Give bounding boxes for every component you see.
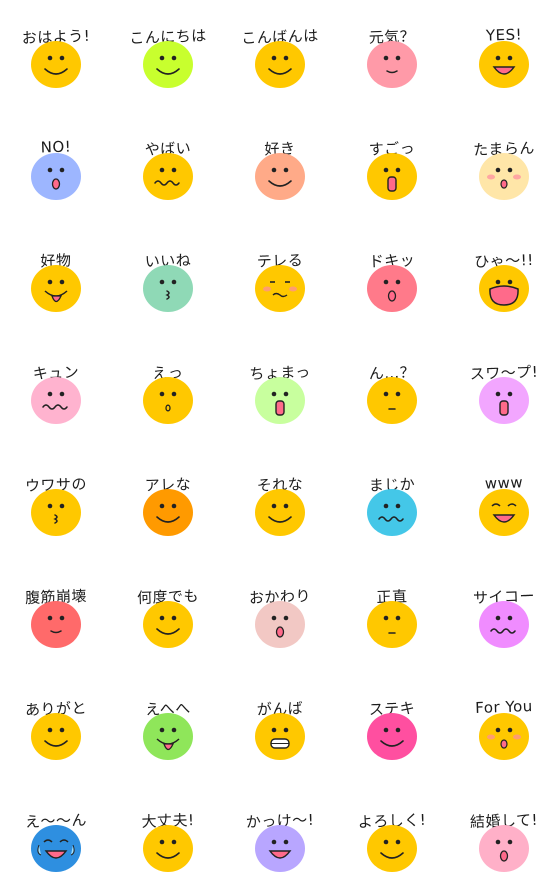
sticker-8[interactable]: すごっ: [336, 112, 448, 224]
face-icon: [31, 41, 81, 88]
face-icon: [367, 377, 417, 424]
sticker-18[interactable]: ん…？: [336, 336, 448, 448]
face-icon: [255, 377, 305, 424]
face-icon: [143, 153, 193, 200]
face-icon: [31, 265, 81, 312]
sticker-2[interactable]: こんばんは: [224, 0, 336, 112]
sticker-39[interactable]: 結婚して!: [448, 784, 560, 896]
sticker-17[interactable]: ちょまっ: [224, 336, 336, 448]
face-icon: [255, 153, 305, 200]
sticker-34[interactable]: For You: [448, 672, 560, 784]
face-icon: [479, 265, 529, 312]
face-icon: [255, 265, 305, 312]
sticker-13[interactable]: ドキッ: [336, 224, 448, 336]
face-icon: [479, 153, 529, 200]
face-icon: [367, 601, 417, 648]
sticker-20[interactable]: ウワサの: [0, 448, 112, 560]
face-icon: [255, 601, 305, 648]
face-icon: [143, 377, 193, 424]
face-icon: [31, 825, 81, 872]
sticker-6[interactable]: やばい: [112, 112, 224, 224]
sticker-30[interactable]: ありがと: [0, 672, 112, 784]
face-icon: [31, 489, 81, 536]
sticker-37[interactable]: かっけ〜!: [224, 784, 336, 896]
face-icon: [255, 489, 305, 536]
face-icon: [255, 825, 305, 872]
face-icon: [479, 825, 529, 872]
sticker-5[interactable]: NO!: [0, 112, 112, 224]
sticker-33[interactable]: ステキ: [336, 672, 448, 784]
sticker-15[interactable]: キュン: [0, 336, 112, 448]
face-icon: [367, 41, 417, 88]
face-icon: [143, 489, 193, 536]
sticker-4[interactable]: YES!: [448, 0, 560, 112]
sticker-31[interactable]: えへへ: [112, 672, 224, 784]
sticker-19[interactable]: スワ〜プ!: [448, 336, 560, 448]
face-icon: [367, 489, 417, 536]
sticker-23[interactable]: まじか: [336, 448, 448, 560]
face-icon: [143, 265, 193, 312]
sticker-11[interactable]: いいね: [112, 224, 224, 336]
sticker-3[interactable]: 元気？: [336, 0, 448, 112]
face-icon: [479, 377, 529, 424]
sticker-1[interactable]: こんにちは: [112, 0, 224, 112]
sticker-35[interactable]: え〜〜ん: [0, 784, 112, 896]
face-icon: [143, 601, 193, 648]
face-icon: [255, 713, 305, 760]
face-icon: [479, 713, 529, 760]
sticker-21[interactable]: アレな: [112, 448, 224, 560]
sticker-16[interactable]: えっ: [112, 336, 224, 448]
face-icon: [31, 377, 81, 424]
face-icon: [367, 153, 417, 200]
sticker-12[interactable]: テレる: [224, 224, 336, 336]
sticker-26[interactable]: 何度でも: [112, 560, 224, 672]
sticker-25[interactable]: 腹筋崩壊: [0, 560, 112, 672]
face-icon: [143, 825, 193, 872]
face-icon: [367, 825, 417, 872]
sticker-0[interactable]: おはよう!: [0, 0, 112, 112]
sticker-14[interactable]: ひゃ〜!!: [448, 224, 560, 336]
face-icon: [143, 41, 193, 88]
sticker-7[interactable]: 好き: [224, 112, 336, 224]
sticker-24[interactable]: www: [448, 448, 560, 560]
sticker-32[interactable]: がんば: [224, 672, 336, 784]
sticker-22[interactable]: それな: [224, 448, 336, 560]
sticker-10[interactable]: 好物: [0, 224, 112, 336]
sticker-29[interactable]: サイコー: [448, 560, 560, 672]
sticker-36[interactable]: 大丈夫!: [112, 784, 224, 896]
face-icon: [479, 601, 529, 648]
face-icon: [479, 489, 529, 536]
sticker-9[interactable]: たまらん: [448, 112, 560, 224]
sticker-27[interactable]: おかわり: [224, 560, 336, 672]
face-icon: [31, 601, 81, 648]
face-icon: [367, 713, 417, 760]
sticker-28[interactable]: 正直: [336, 560, 448, 672]
face-icon: [479, 41, 529, 88]
face-icon: [31, 153, 81, 200]
face-icon: [31, 713, 81, 760]
sticker-38[interactable]: よろしく!: [336, 784, 448, 896]
face-icon: [143, 713, 193, 760]
face-icon: [255, 41, 305, 88]
face-icon: [367, 265, 417, 312]
